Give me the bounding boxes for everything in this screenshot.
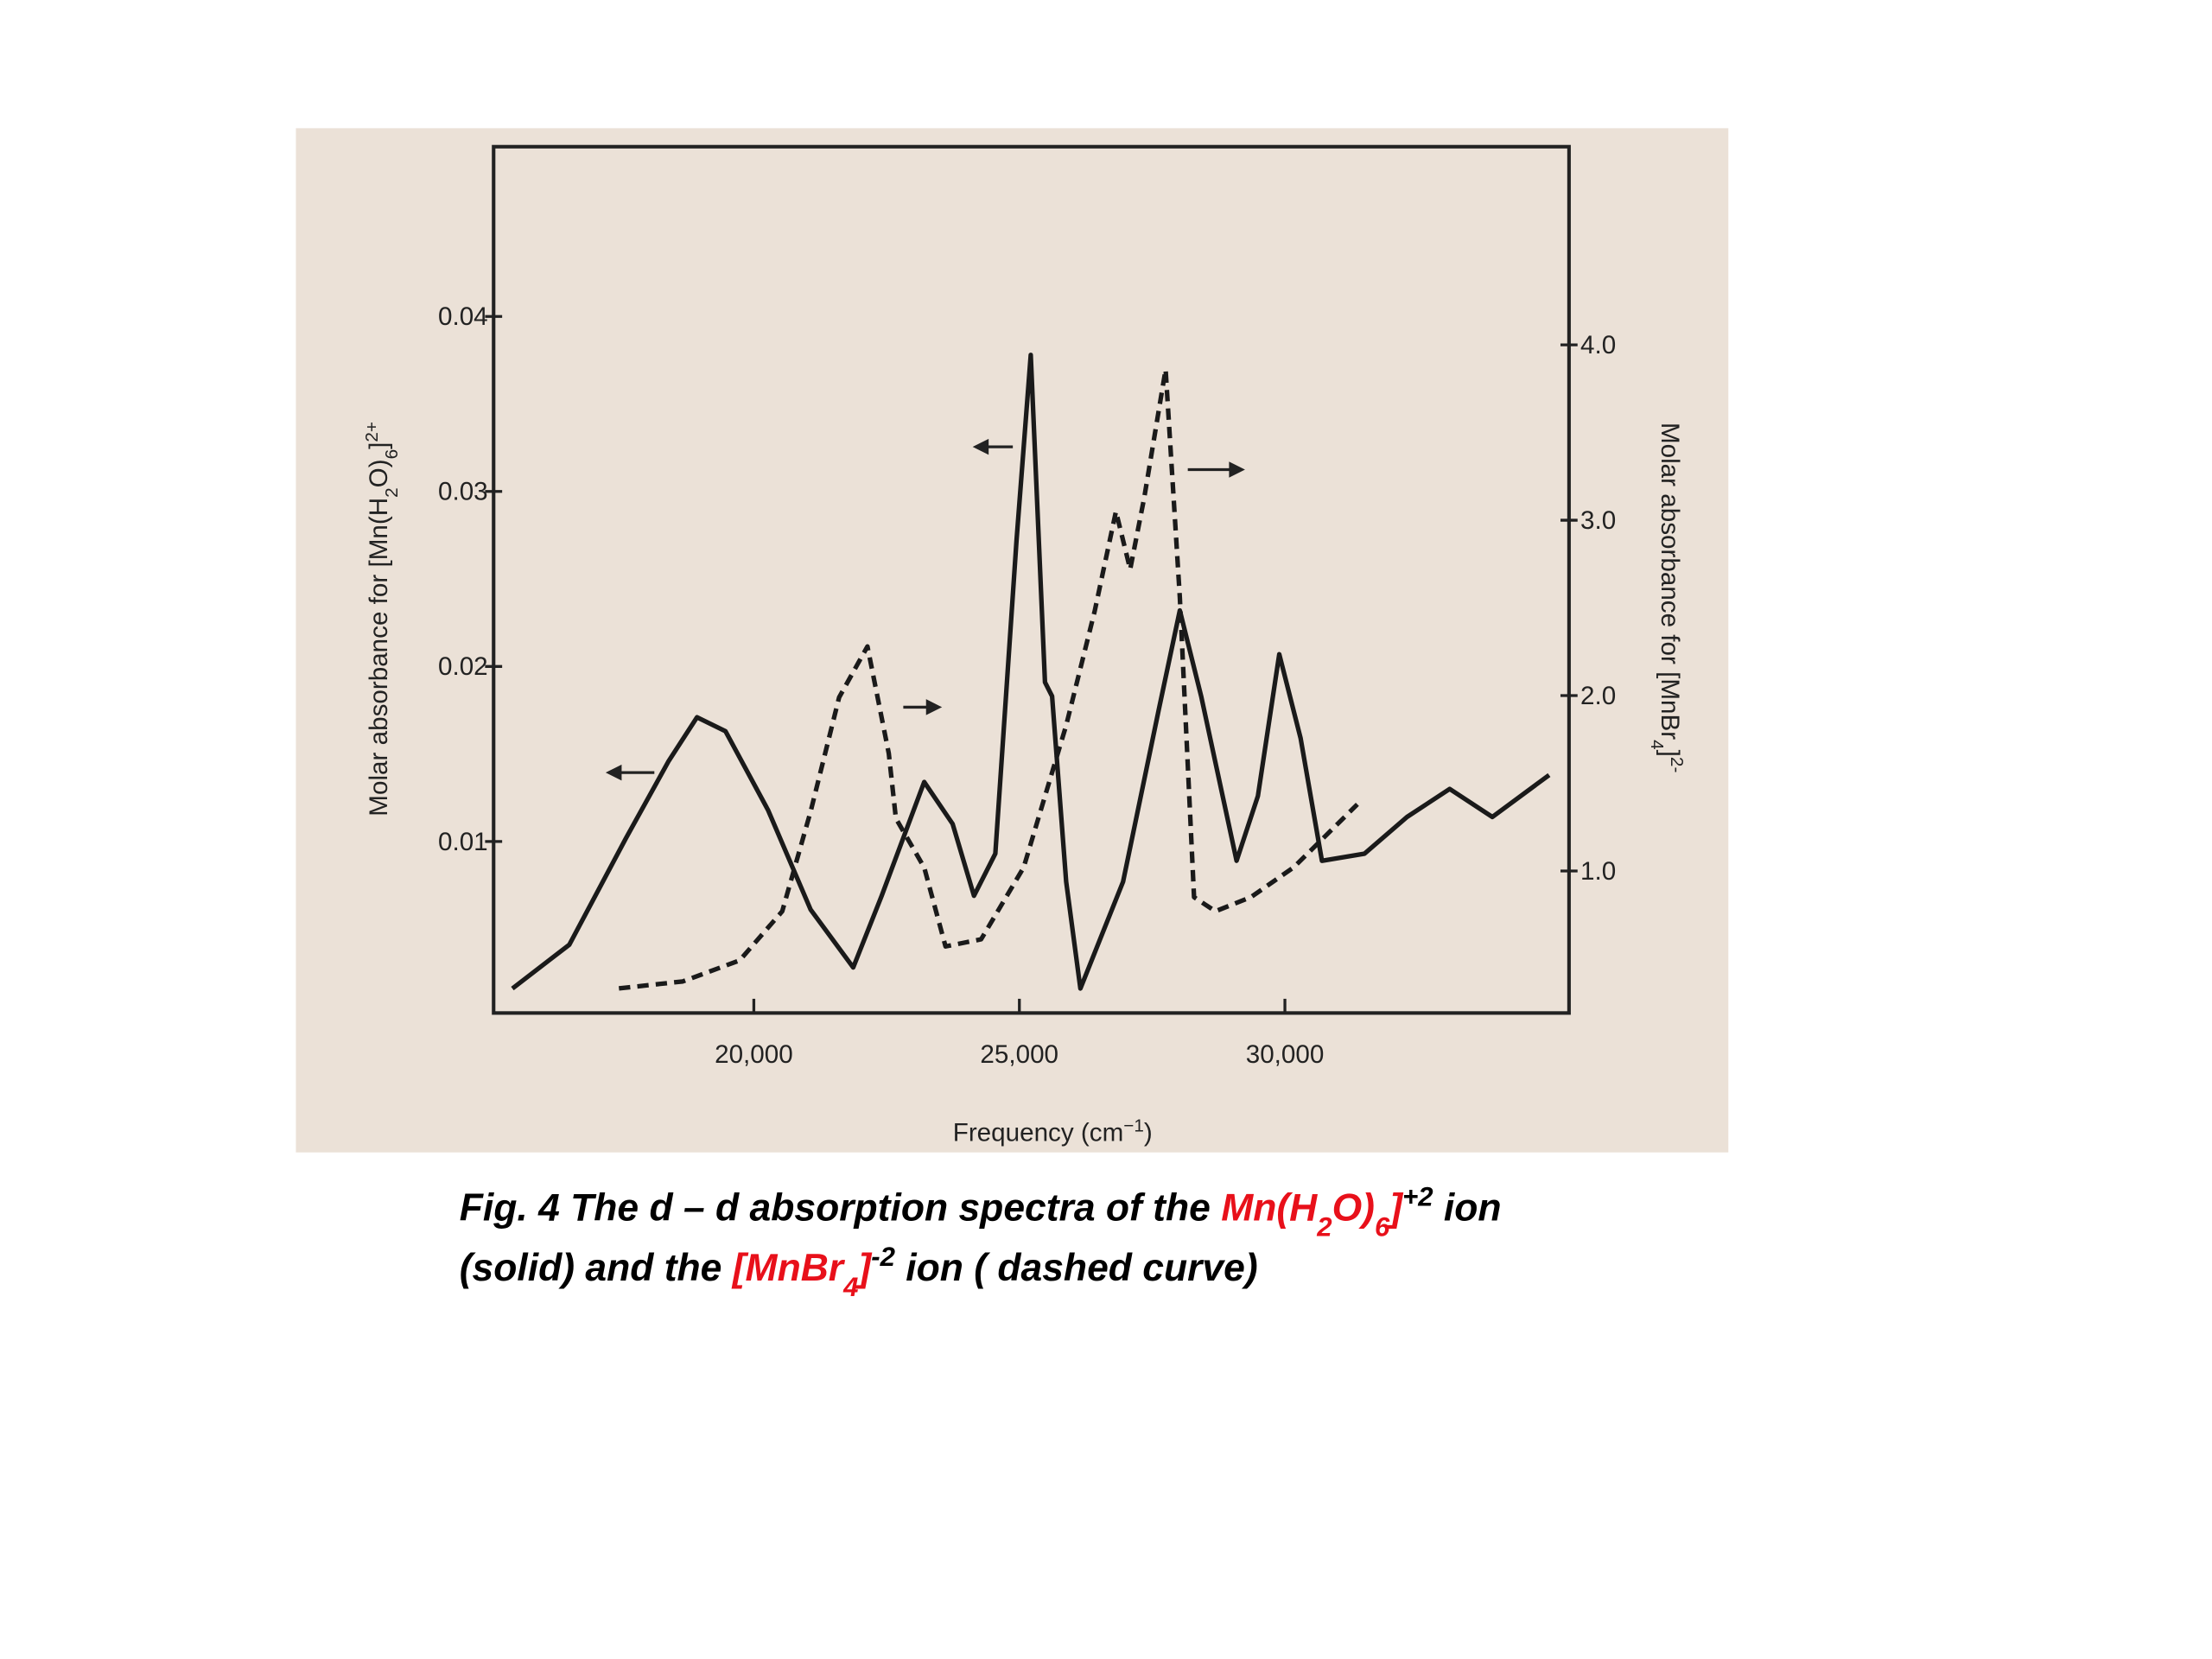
x-axis-label: Frequency (cm−1)	[953, 1116, 1153, 1147]
y2-axis-label-part: 2-	[1667, 757, 1687, 772]
y-tick-label: 0.03	[438, 478, 488, 506]
y2-tick-label: 1.0	[1580, 857, 1616, 886]
x-tick-label: 30,000	[1246, 1040, 1325, 1069]
caption-line-part: 2	[1316, 1211, 1332, 1242]
caption-line-part: -2	[871, 1241, 895, 1271]
caption-line-part: ]	[855, 1247, 873, 1289]
x-axis-label-part: Frequency (cm	[953, 1119, 1124, 1147]
y-tick-label: 0.01	[438, 828, 488, 856]
y-axis-label-part: 2	[381, 487, 401, 498]
scan-background	[296, 128, 1729, 1153]
y2-tick-label: 4.0	[1580, 331, 1616, 359]
caption-line-part: 6	[1375, 1211, 1390, 1242]
caption-line: Fig. 4 The d – d absorption spectra of t…	[460, 1181, 1502, 1242]
x-tick-label: 20,000	[715, 1040, 793, 1069]
caption-line-part: (solid) and the	[460, 1247, 733, 1289]
y-axis-label-part: ]	[365, 442, 393, 449]
y-axis-label-part: Molar absorbance for [Mn(H	[365, 498, 393, 817]
caption-line-part: 4	[842, 1271, 858, 1301]
y2-axis-label-part: Molar absorbance for [MnBr	[1656, 423, 1684, 740]
y-axis-label-part: O)	[365, 459, 393, 487]
y-tick-label: 0.04	[438, 302, 488, 331]
caption-line-part: ion	[1433, 1187, 1502, 1230]
caption-line-part: ion ( dashed curve)	[895, 1247, 1258, 1289]
y-axis-label-part: 2+	[361, 422, 381, 442]
solid-curve	[511, 353, 1551, 991]
y-axis-label: Molar absorbance for [Mn(H2O)6]2+	[361, 422, 401, 817]
caption-line-part: ]	[1386, 1187, 1404, 1230]
y-axis-label-part: 6	[381, 449, 401, 460]
y2-axis-label: Molar absorbance for [MnBr4]2-	[1647, 423, 1687, 772]
caption-line-part: +2	[1402, 1181, 1433, 1211]
plot-frame	[492, 144, 1571, 1015]
y2-tick-label: 3.0	[1580, 506, 1616, 535]
x-tick-label: 25,000	[980, 1040, 1058, 1069]
caption-line-part: O)	[1332, 1187, 1375, 1230]
y2-axis-label-part: ]	[1656, 750, 1684, 757]
x-axis-label-part: )	[1144, 1119, 1153, 1147]
direction-arrows	[605, 438, 1245, 781]
x-axis-label-part: −1	[1123, 1116, 1144, 1135]
y2-axis-label-part: 4	[1647, 740, 1667, 750]
caption-line-part: Mn(H	[1221, 1187, 1318, 1230]
y2-tick-label: 2.0	[1580, 682, 1616, 710]
y-tick-label: 0.02	[438, 652, 488, 681]
caption-line-part: [MnBr	[731, 1247, 846, 1289]
caption-line: (solid) and the [MnBr4]-2 ion ( dashed c…	[460, 1241, 1258, 1301]
caption-line-part: Fig. 4 The d – d absorption spectra of t…	[460, 1187, 1221, 1230]
